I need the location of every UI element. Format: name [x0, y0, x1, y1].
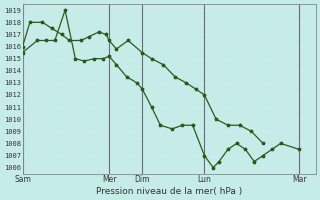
X-axis label: Pression niveau de la mer( hPa ): Pression niveau de la mer( hPa )	[96, 187, 242, 196]
